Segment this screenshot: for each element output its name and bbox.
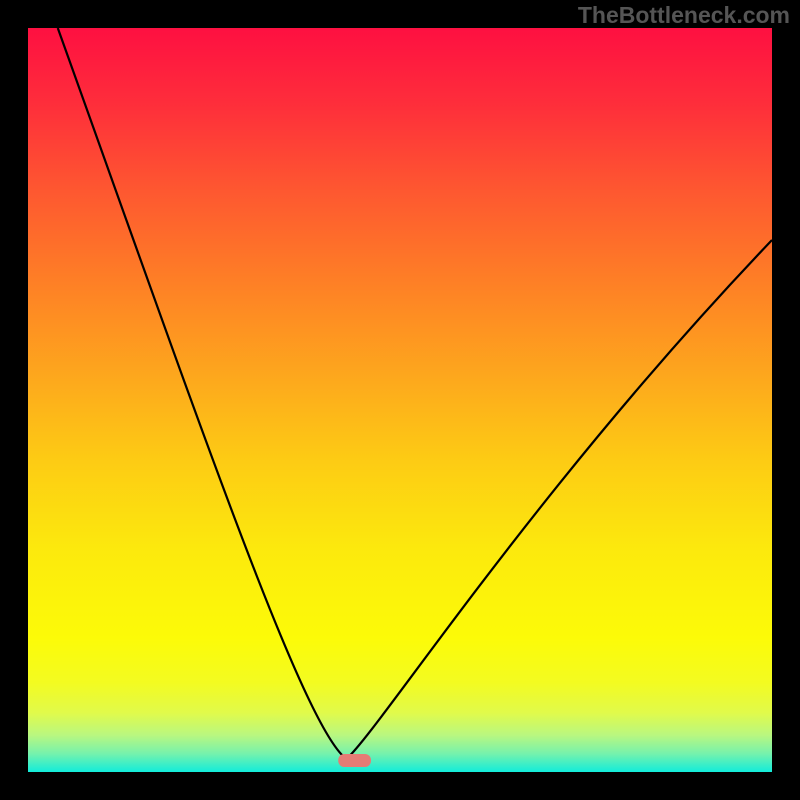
watermark-text: TheBottleneck.com xyxy=(578,2,790,29)
apex-marker xyxy=(338,754,371,767)
plot-background xyxy=(28,28,772,772)
bottleneck-chart xyxy=(0,0,800,800)
